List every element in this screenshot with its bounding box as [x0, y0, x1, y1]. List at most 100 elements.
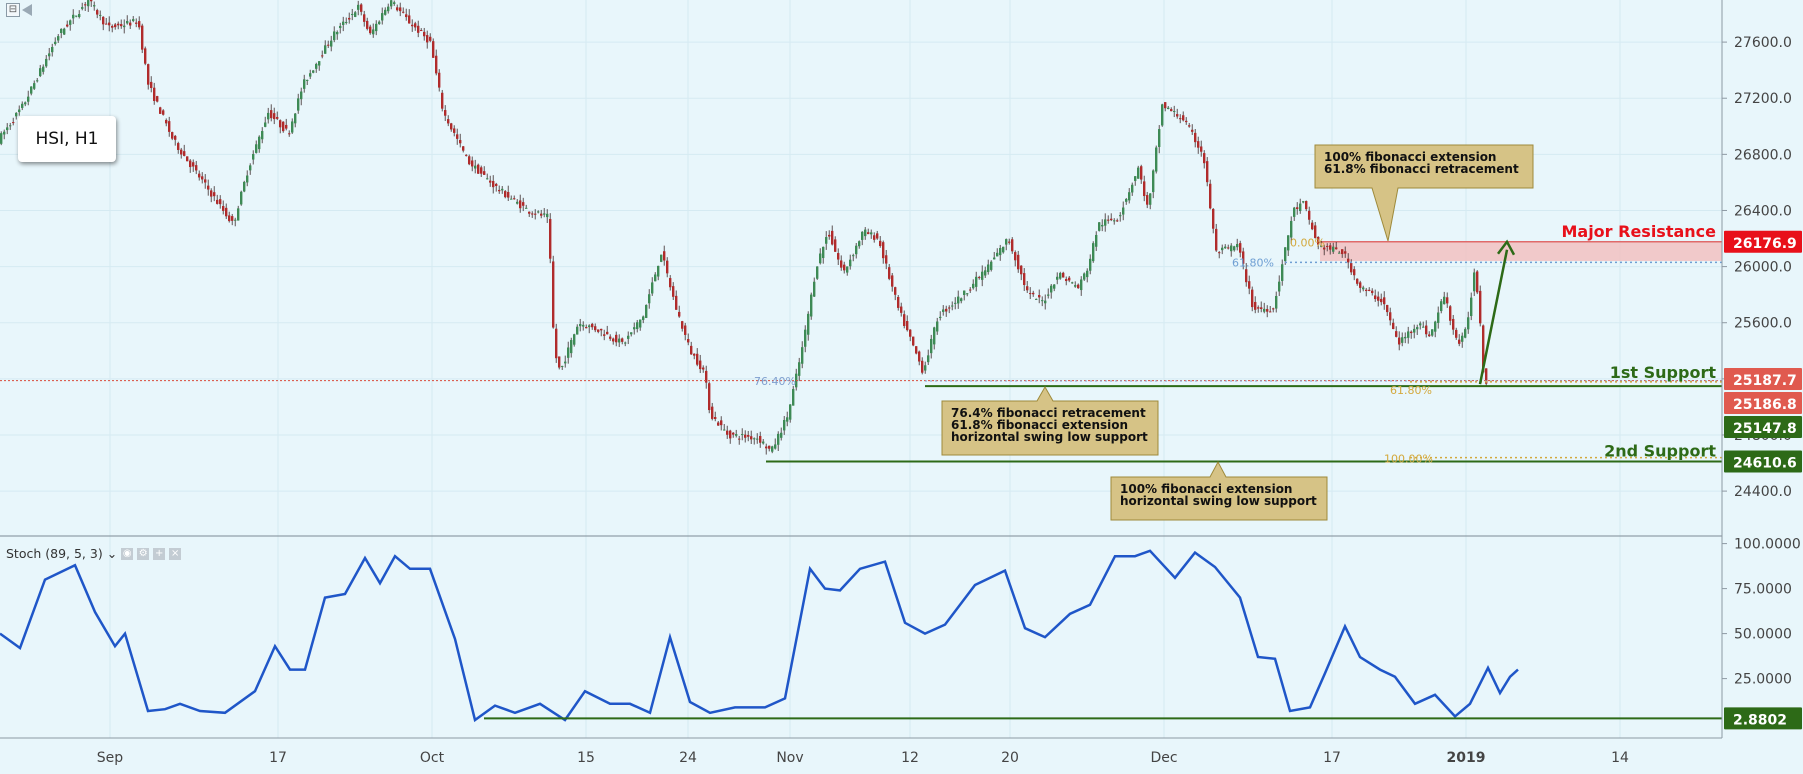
- bull-candle: [1338, 252, 1341, 254]
- bear-candle: [1425, 325, 1428, 335]
- bear-candle: [1257, 307, 1260, 309]
- bear-candle: [600, 328, 603, 331]
- bear-candle: [1191, 129, 1194, 132]
- bull-candle: [822, 246, 825, 259]
- bear-candle: [597, 329, 600, 332]
- stochastic-panel[interactable]: [0, 535, 1722, 723]
- bull-candle: [1443, 296, 1446, 305]
- symbol-label: HSI, H1: [35, 129, 99, 149]
- bull-candle: [924, 365, 927, 371]
- bear-candle: [165, 119, 168, 124]
- bear-candle: [969, 289, 972, 291]
- projection-arrowhead: [1497, 239, 1516, 256]
- bear-candle: [603, 334, 606, 336]
- bull-candle: [1041, 300, 1044, 302]
- bull-candle: [753, 438, 756, 440]
- bull-candle: [1158, 129, 1161, 148]
- bear-candle: [285, 124, 288, 129]
- bear-candle: [1485, 368, 1488, 384]
- major-resistance-label: Major Resistance: [1561, 222, 1716, 241]
- indicator-legend[interactable]: Stoch (89, 5, 3) ⌄ ◉ ⚙ + ×: [6, 546, 182, 561]
- bear-candle: [1011, 239, 1014, 252]
- bull-candle: [762, 441, 765, 444]
- callout-box: [1110, 460, 1328, 521]
- bear-candle: [1032, 292, 1035, 295]
- bull-candle: [561, 365, 564, 367]
- bear-candle: [609, 336, 612, 339]
- bull-candle: [1275, 295, 1278, 309]
- bull-candle: [378, 21, 381, 25]
- bull-candle: [864, 229, 867, 237]
- bull-candle: [1167, 107, 1170, 110]
- fib-label: 0.00%: [1290, 237, 1325, 250]
- bull-candle: [1002, 246, 1005, 253]
- bull-candle: [354, 12, 357, 17]
- bull-candle: [789, 404, 792, 420]
- bull-candle: [297, 98, 300, 111]
- bull-candle: [741, 434, 744, 436]
- bull-candle: [816, 266, 819, 279]
- close-icon[interactable]: ×: [169, 547, 182, 560]
- bear-candle: [513, 198, 516, 200]
- second-support-tag-text: 24610.6: [1733, 456, 1797, 472]
- eye-icon[interactable]: ◉: [121, 547, 134, 560]
- bear-candle: [414, 23, 417, 28]
- bear-candle: [1356, 278, 1359, 284]
- bear-candle: [135, 22, 138, 24]
- candles[interactable]: [0, 0, 1488, 455]
- bull-candle: [1092, 243, 1095, 262]
- bull-candle: [27, 96, 30, 102]
- bull-candle: [30, 86, 33, 94]
- bull-candle: [1416, 327, 1419, 330]
- bull-candle: [1059, 273, 1062, 279]
- collapse-icon[interactable]: ⊟: [6, 3, 20, 17]
- flag-icon[interactable]: [22, 4, 32, 16]
- chevron-down-icon[interactable]: ⌄: [106, 546, 118, 561]
- bull-candle: [1128, 192, 1131, 201]
- bull-candle: [351, 13, 354, 15]
- bear-candle: [738, 438, 741, 440]
- bear-candle: [1350, 263, 1353, 273]
- bull-candle: [1101, 224, 1104, 227]
- bull-candle: [1098, 222, 1101, 231]
- bull-candle: [1404, 336, 1407, 339]
- bull-candle: [546, 213, 549, 218]
- bull-candle: [1221, 247, 1224, 251]
- bear-candle: [1014, 252, 1017, 261]
- bear-candle: [408, 15, 411, 24]
- bear-candle: [231, 216, 234, 221]
- bull-candle: [1434, 321, 1437, 332]
- bear-candle: [903, 314, 906, 326]
- bull-candle: [330, 40, 333, 47]
- stoch-level-tag-text: 2.8802: [1733, 712, 1787, 728]
- bull-candle: [774, 444, 777, 449]
- bear-candle: [612, 338, 615, 342]
- settings-icon[interactable]: ⚙: [137, 547, 150, 560]
- bear-candle: [1482, 325, 1485, 373]
- bull-candle: [1149, 193, 1152, 205]
- plus-icon[interactable]: +: [153, 547, 166, 560]
- bear-candle: [552, 261, 555, 328]
- bear-candle: [219, 199, 222, 205]
- bull-candle: [852, 255, 855, 257]
- bear-candle: [918, 351, 921, 362]
- bull-candle: [942, 309, 945, 312]
- bear-candle: [900, 306, 903, 313]
- bull-candle: [237, 208, 240, 221]
- bear-candle: [906, 321, 909, 331]
- bull-candle: [390, 0, 393, 7]
- bear-candle: [225, 207, 228, 217]
- stochastic-line[interactable]: [0, 549, 1519, 723]
- bear-candle: [162, 110, 165, 115]
- bear-candle: [498, 189, 501, 192]
- bear-candle: [606, 331, 609, 335]
- bull-candle: [783, 419, 786, 431]
- bear-candle: [1371, 290, 1374, 294]
- bear-candle: [114, 24, 117, 28]
- bear-candle: [459, 140, 462, 144]
- bear-candle: [156, 96, 159, 102]
- bull-candle: [372, 29, 375, 35]
- bull-candle: [1293, 207, 1296, 217]
- bear-candle: [1179, 118, 1182, 120]
